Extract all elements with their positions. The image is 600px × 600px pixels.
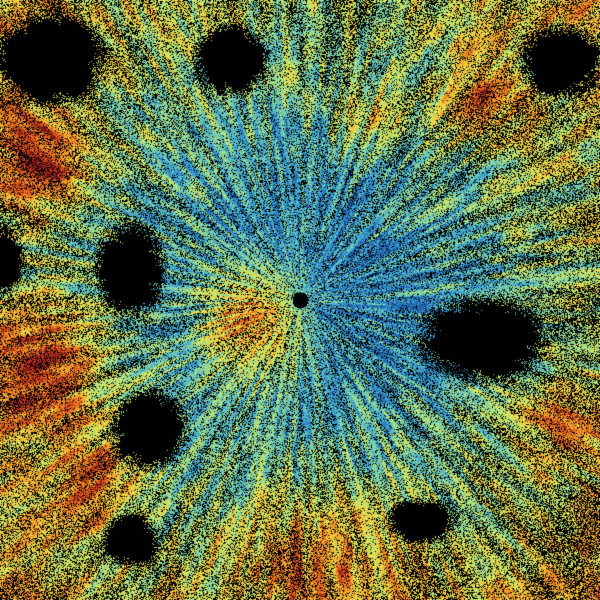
radar-site-marker	[295, 295, 304, 304]
